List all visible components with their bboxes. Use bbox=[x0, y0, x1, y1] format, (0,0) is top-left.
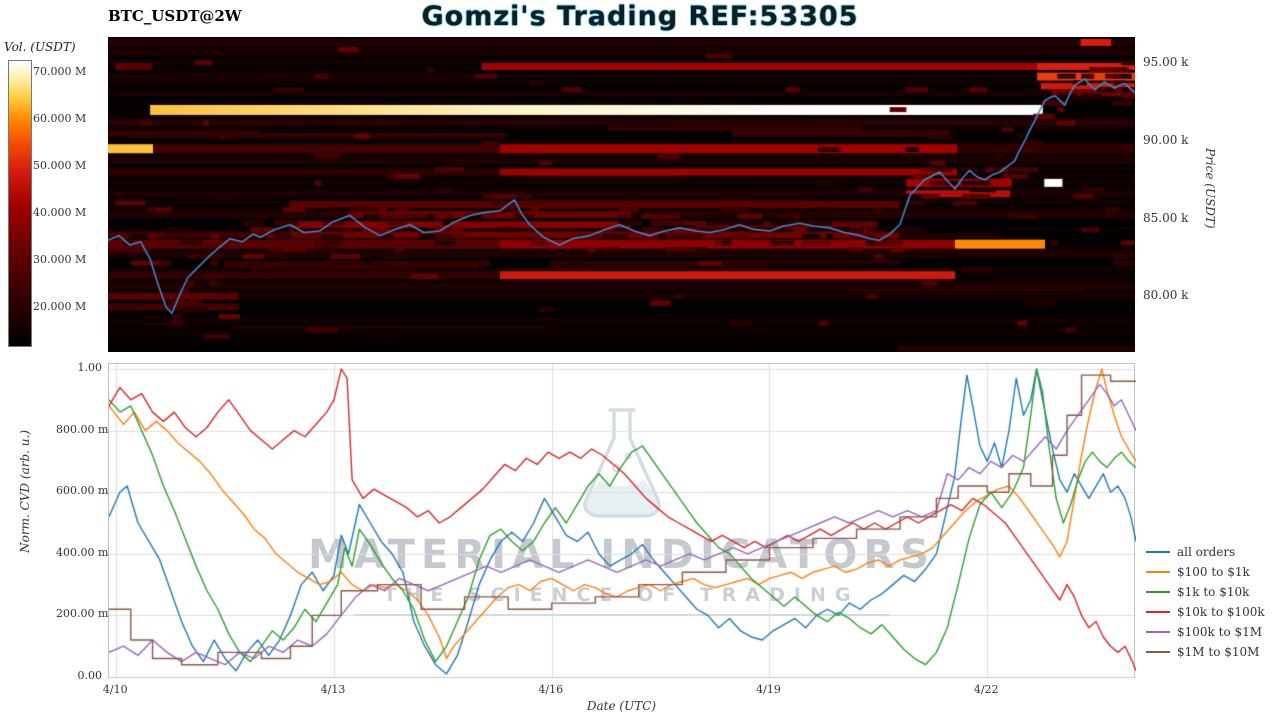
date-tick-label: 4/19 bbox=[756, 683, 781, 696]
legend-item--10k-to-100k[interactable]: $10k to $100k bbox=[1146, 602, 1265, 622]
price-tick-label: 80.00 k bbox=[1143, 288, 1189, 303]
colorbar-title: Vol. (USDT) bbox=[4, 40, 76, 54]
cvd-chart-canvas[interactable] bbox=[109, 364, 1136, 679]
date-tick-label: 4/16 bbox=[538, 683, 564, 696]
colorbar-tick-label: 50.000 M bbox=[33, 159, 87, 172]
legend-item-label: $1M to $10M bbox=[1177, 645, 1260, 659]
colorbar-tick-label: 70.000 M bbox=[33, 65, 87, 78]
legend-item--1m-to-10m[interactable]: $1M to $10M bbox=[1146, 642, 1265, 662]
price-tick-label: 85.00 k bbox=[1143, 210, 1189, 225]
legend-item-all-orders[interactable]: all orders bbox=[1146, 542, 1265, 562]
orderbook-heatmap-canvas[interactable] bbox=[108, 37, 1135, 352]
legend-item--100k-to-1m[interactable]: $100k to $1M bbox=[1146, 622, 1265, 642]
legend-line-swatch bbox=[1146, 571, 1170, 573]
colorbar-tick-label: 20.000 M bbox=[33, 300, 87, 313]
colorbar-tick-label: 60.000 M bbox=[33, 112, 87, 125]
price-axis-title: Price (USDT) bbox=[1203, 148, 1217, 229]
legend-item-label: $100 to $1k bbox=[1177, 565, 1250, 579]
cvd-panel: MATERIAL INDICATORS THE SCIENCE OF TRADI… bbox=[108, 363, 1136, 679]
cvd-y-tick-label: 1.00 bbox=[77, 361, 103, 374]
cvd-y-tick-label: 200.00 m bbox=[56, 607, 109, 621]
legend-line-swatch bbox=[1146, 651, 1170, 653]
symbol-label: BTC_USDT@2W bbox=[108, 7, 242, 25]
cvd-y-tick-label: 800.00 m bbox=[56, 422, 109, 436]
legend-line-swatch bbox=[1146, 551, 1170, 553]
legend-line-swatch bbox=[1146, 611, 1170, 613]
cvd-y-tick-label: 0.00 bbox=[77, 669, 103, 682]
cvd-y-tick-label: 400.00 m bbox=[56, 545, 109, 559]
page-title: Gomzi's Trading REF:53305 bbox=[421, 1, 859, 32]
legend-item--100-to-1k[interactable]: $100 to $1k bbox=[1146, 562, 1265, 582]
price-tick-label: 90.00 k bbox=[1143, 132, 1189, 147]
date-axis-title: Date (UTC) bbox=[586, 699, 657, 713]
price-tick-label: 95.00 k bbox=[1143, 55, 1189, 70]
volume-colorbar bbox=[8, 60, 32, 347]
colorbar-tick-label: 40.000 M bbox=[33, 206, 87, 219]
legend-item-label: $10k to $100k bbox=[1177, 605, 1265, 619]
date-tick-label: 4/10 bbox=[102, 683, 128, 696]
colorbar-tick-label: 30.000 M bbox=[33, 253, 87, 266]
legend-item-label: $1k to $10k bbox=[1177, 585, 1250, 599]
cvd-y-axis-title: Norm. CVD (arb. u.) bbox=[18, 430, 32, 553]
date-tick-label: 4/13 bbox=[320, 683, 346, 696]
legend-item-label: all orders bbox=[1177, 545, 1236, 559]
legend-line-swatch bbox=[1146, 631, 1170, 633]
legend: all orders $100 to $1k $1k to $10k $10k to … bbox=[1146, 542, 1265, 662]
legend-item-label: $100k to $1M bbox=[1177, 625, 1263, 639]
legend-item--1k-to-10k[interactable]: $1k to $10k bbox=[1146, 582, 1265, 602]
date-tick-label: 4/22 bbox=[973, 683, 999, 696]
cvd-y-tick-label: 600.00 m bbox=[56, 484, 109, 498]
legend-line-swatch bbox=[1146, 591, 1170, 593]
